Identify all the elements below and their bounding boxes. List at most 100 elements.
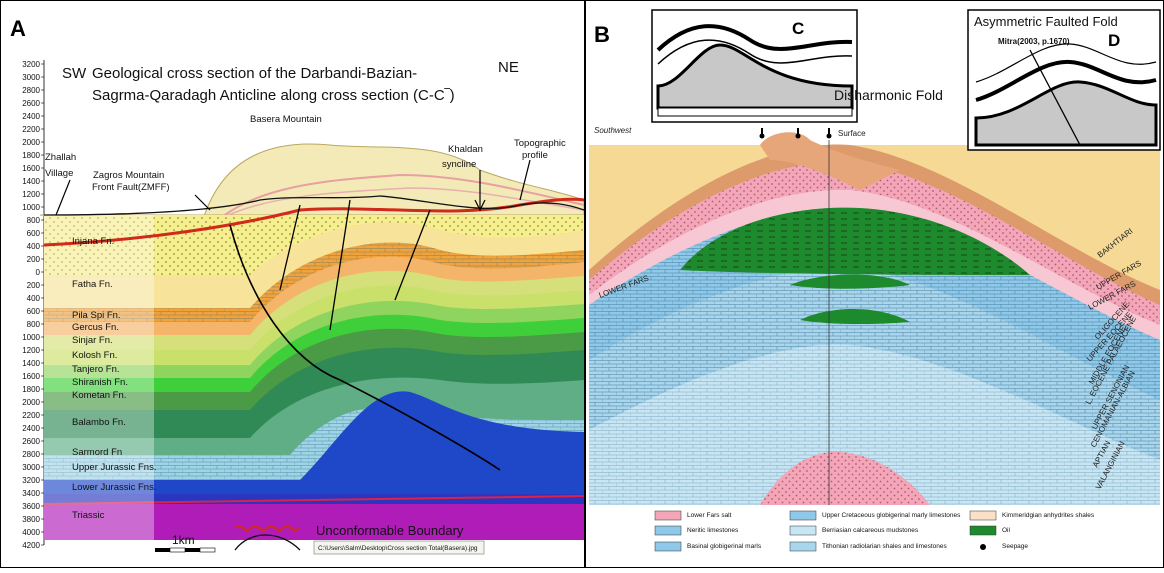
formation-label: Triassic: [72, 510, 105, 521]
scale-label: 1km: [172, 533, 195, 547]
strata-a: [44, 215, 584, 540]
depth-tick: 1600: [22, 372, 40, 381]
khaldan-label-1: Khaldan: [448, 144, 483, 155]
panel-a-title-1: Geological cross section of the Darbandi…: [92, 65, 417, 82]
inset-c-letter: C: [792, 19, 804, 38]
legend-label: Tithonian radiolarian shales and limesto…: [822, 543, 948, 550]
depth-tick: 0: [36, 268, 41, 277]
seepage-icons: [759, 128, 832, 139]
depth-tick: 2600: [22, 99, 40, 108]
depth-tick: 200: [27, 255, 41, 264]
formation-label: Upper Jurassic Fns.: [72, 462, 156, 473]
depth-tick: 2000: [22, 138, 40, 147]
inset-d-letter: D: [1108, 31, 1120, 50]
depth-tick: 2200: [22, 125, 40, 134]
arrow-icons: [55, 159, 531, 216]
formation-label: Sarmord Fn: [72, 447, 122, 458]
formation-label: Sinjar Fn.: [72, 335, 113, 346]
depth-tick: 600: [27, 229, 41, 238]
inset-d-cite: Mitra(2003, p.1670): [998, 37, 1070, 46]
depth-tick: 2800: [22, 86, 40, 95]
formation-label: Tanjero Fn.: [72, 364, 120, 375]
depth-tick: 1800: [22, 151, 40, 160]
legend-label: Neritic limestones: [687, 527, 739, 534]
panel-a-letter: A: [10, 16, 26, 41]
formation-label: Balambo Fn.: [72, 417, 126, 428]
legend-label: Basinal globigerinal marls: [687, 543, 762, 550]
depth-tick: 2400: [22, 112, 40, 121]
depth-tick: 400: [27, 294, 41, 303]
panel-b-letter: B: [594, 22, 610, 47]
depth-tick: 1800: [22, 385, 40, 394]
depth-tick: 2400: [22, 424, 40, 433]
legend-b-bg: [589, 505, 1160, 563]
legend-label: Upper Cretaceous globigerinal marly lime…: [822, 512, 961, 519]
formation-label: Kometan Fn.: [72, 390, 126, 401]
legend-label: Oil: [1002, 527, 1011, 534]
formation-label: Injana Fn.: [72, 236, 114, 247]
khaldan-label-2: syncline: [442, 159, 476, 170]
inset-c-caption: Disharmonic Fold: [834, 87, 943, 103]
legend-label: Lower Fars salt: [687, 512, 732, 519]
depth-tick: 4000: [22, 528, 40, 537]
southwest-label: Southwest: [594, 126, 632, 135]
formation-labels: Injana Fn. Fatha Fn. Pila Spi Fn.Gercus Fn…: [72, 236, 156, 521]
zhallah-label-1: Zhallah: [45, 152, 76, 163]
depth-tick: 3200: [22, 60, 40, 69]
surface-label: Surface: [838, 129, 866, 138]
depth-tick: 400: [27, 242, 41, 251]
topographic-profile: [39, 143, 585, 231]
depth-tick: 2200: [22, 411, 40, 420]
depth-tick: 3800: [22, 515, 40, 524]
depth-tick: 1200: [22, 346, 40, 355]
topo-label-2: profile: [522, 150, 548, 161]
legend-unconformable: Unconformable Boundary: [316, 523, 464, 538]
depth-tick: 200: [27, 281, 41, 290]
formation-label: Gercus Fn.: [72, 322, 119, 333]
inset-c: C Disharmonic Fold: [651, 9, 943, 123]
oil-body-3: [800, 308, 910, 325]
inset-d-title: Asymmetric Faulted Fold: [974, 14, 1118, 29]
depth-tick: 4200: [22, 541, 40, 550]
depth-tick: 2600: [22, 437, 40, 446]
legend-label: Berriasian calcareous mudstones: [822, 527, 919, 534]
depth-tick: 1200: [22, 190, 40, 199]
depth-scale: 3200300028002600240022002000180016001400…: [22, 60, 45, 550]
legend-swatch: [969, 510, 997, 521]
seepage-icon: [980, 544, 986, 550]
legend-b: Lower Fars salt Neritic limestones Basinal…: [589, 505, 1160, 563]
legend-swatch: [654, 525, 682, 536]
depth-tick: 1000: [22, 203, 40, 212]
legend-swatch: [789, 525, 817, 536]
depth-tick: 600: [27, 307, 41, 316]
zagros-label-2: Front Fault(ZMFF): [92, 182, 170, 193]
legend-swatch: [789, 541, 817, 552]
depth-tick: 2000: [22, 398, 40, 407]
depth-tick: 2800: [22, 450, 40, 459]
depth-tick: 1400: [22, 177, 40, 186]
file-path-tooltip: C:\Users\Salm\Desktop\Cross section Tota…: [318, 545, 478, 552]
formation-label: Lower Jurassic Fns.: [72, 482, 156, 493]
scale-bar: 1km: [155, 533, 216, 553]
depth-tick: 800: [27, 320, 41, 329]
topo-label-1: Topographic: [514, 138, 566, 149]
depth-tick: 1000: [22, 333, 40, 342]
panel-a-title-2: Sagrma-Qaradagh Anticline along cross se…: [92, 87, 455, 104]
legend-swatch: [789, 510, 817, 521]
sw-label: SW: [62, 65, 87, 82]
formation-label: Pila Spi Fn.: [72, 310, 121, 321]
inset-d: Asymmetric Faulted Fold Mitra(2003, p.16…: [967, 9, 1161, 151]
depth-tick: 3200: [22, 476, 40, 485]
zagros-label-1: Zagros Mountain: [93, 170, 164, 181]
depth-tick: 3000: [22, 73, 40, 82]
formation-label: Fatha Fn.: [72, 279, 113, 290]
oil-body-2: [790, 274, 910, 289]
depth-tick: 3400: [22, 489, 40, 498]
formation-label: Shiranish Fn.: [72, 377, 128, 388]
panel-b: B Southwest Surface LOWER FARS BAKHTIARI…: [584, 0, 1164, 569]
formation-label: Kolosh Fn.: [72, 350, 117, 361]
ne-label: NE: [498, 59, 519, 76]
legend-label: Seepage: [1002, 543, 1028, 550]
legend-swatch: [969, 525, 997, 536]
